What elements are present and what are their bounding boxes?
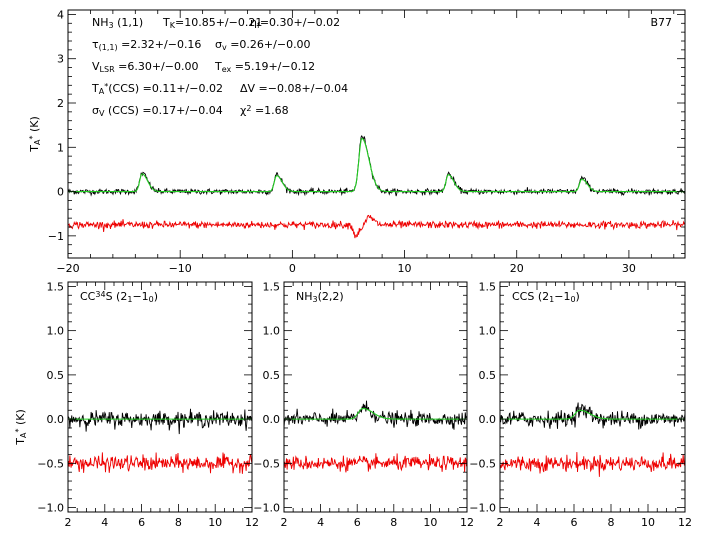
fit-parameter: TA*(CCS) =0.11+/−0.02 xyxy=(91,82,223,96)
fit-parameter: τ(1,1) =2.32+/−0.16 xyxy=(92,38,201,52)
x-tick-label: 10 xyxy=(208,516,222,529)
x-tick-label: 0 xyxy=(289,262,296,275)
y-tick-label: 1.5 xyxy=(263,280,281,293)
fit-parameter: Tex =5.19+/−0.12 xyxy=(214,60,315,74)
panel-label: CC34S (21−10) xyxy=(80,290,158,304)
x-tick-label: 6 xyxy=(571,516,578,529)
x-tick-label: 10 xyxy=(398,262,412,275)
fit-parameter: χ2 =1.68 xyxy=(240,104,289,117)
y-axis-title: TA* (K) xyxy=(14,409,28,446)
series-model xyxy=(500,409,685,420)
fit-parameter: ΔV =−0.08+/−0.04 xyxy=(240,82,348,95)
plot-frame xyxy=(283,281,468,513)
plot-frame xyxy=(499,281,686,513)
y-tick-label: 1.5 xyxy=(479,280,497,293)
x-tick-label: 2 xyxy=(281,516,288,529)
x-tick-label: 8 xyxy=(608,516,615,529)
plot-frame xyxy=(67,9,686,259)
x-tick-label: 8 xyxy=(390,516,397,529)
x-tick-label: 6 xyxy=(354,516,361,529)
fit-parameter: ηf=0.30+/−0.02 xyxy=(250,16,340,30)
fit-parameter: σv =0.26+/−0.00 xyxy=(215,38,311,52)
x-tick-label: 8 xyxy=(175,516,182,529)
panel-label: CCS (21−10) xyxy=(512,290,580,304)
y-tick-label: 1 xyxy=(57,141,64,154)
panel-cc34s: 2 4 6 8 10 12 −1.0 −0.5 0.0 0.5 1.0 1.5 TA* (K) CC34S… xyxy=(14,280,259,529)
series-data xyxy=(284,400,467,430)
fit-parameter: TK=10.85+/−0.21 xyxy=(162,16,262,30)
x-tick-label: 4 xyxy=(101,516,108,529)
y-tick-label: −0.5 xyxy=(37,457,64,470)
series-residual xyxy=(500,452,685,477)
x-tick-label: 6 xyxy=(138,516,145,529)
y-tick-label: 1.0 xyxy=(47,325,65,338)
y-tick-label: 1.5 xyxy=(47,280,65,293)
x-tick-label: 10 xyxy=(423,516,437,529)
y-tick-label: −1.0 xyxy=(37,502,64,515)
y-tick-label: 3 xyxy=(57,53,64,66)
fit-parameter: NH3 (1,1) xyxy=(92,16,143,30)
x-tick-label: −10 xyxy=(169,262,192,275)
y-tick-label: 2 xyxy=(57,97,64,110)
series-data xyxy=(68,408,252,435)
x-tick-label: 4 xyxy=(534,516,541,529)
y-tick-label: 0.0 xyxy=(47,413,65,426)
x-tick-label: 2 xyxy=(497,516,504,529)
y-tick-label: 0.5 xyxy=(47,369,65,382)
panel-nh3-22: 2 4 6 8 10 12 −1.0 −0.5 0.0 0.5 1.0 1.5 NH3(2,2) xyxy=(253,280,474,529)
series-residual xyxy=(68,452,252,474)
source-label: B77 xyxy=(650,16,672,29)
series-residual xyxy=(284,453,467,473)
y-tick-label: 1.0 xyxy=(479,325,497,338)
y-tick-label: 0.0 xyxy=(479,413,497,426)
x-tick-label: 4 xyxy=(317,516,324,529)
y-tick-label: −1 xyxy=(48,230,64,243)
x-tick-label: 10 xyxy=(641,516,655,529)
y-tick-label: −0.5 xyxy=(253,457,280,470)
y-tick-label: 0.5 xyxy=(479,369,497,382)
x-tick-label: 12 xyxy=(245,516,259,529)
y-tick-label: 1.0 xyxy=(263,325,281,338)
y-tick-label: 4 xyxy=(57,8,64,21)
x-tick-label: 12 xyxy=(460,516,474,529)
y-tick-label: −1.0 xyxy=(253,502,280,515)
y-tick-label: −1.0 xyxy=(469,502,496,515)
plot-frame xyxy=(67,281,253,513)
y-axis-title: TA* (K) xyxy=(28,116,42,153)
x-tick-label: −20 xyxy=(56,262,79,275)
fit-parameter: σV (CCS) =0.17+/−0.04 xyxy=(92,104,223,118)
series-model xyxy=(284,407,467,420)
x-tick-label: 12 xyxy=(678,516,692,529)
y-tick-label: 0 xyxy=(57,186,64,199)
series-data xyxy=(500,402,685,430)
fit-parameter: VLSR =6.30+/−0.00 xyxy=(92,60,198,74)
x-tick-label: 30 xyxy=(622,262,636,275)
y-tick-label: 0.0 xyxy=(263,413,281,426)
panel-ccs: 2 4 6 8 10 12 −1.0 −0.5 0.0 0.5 1.0 1.5 CCS (21−10) xyxy=(469,280,692,529)
series-residual xyxy=(68,214,685,239)
x-tick-label: 20 xyxy=(510,262,524,275)
y-tick-label: −0.5 xyxy=(469,457,496,470)
series-data xyxy=(68,134,685,197)
panel-label: NH3(2,2) xyxy=(296,290,344,304)
x-tick-label: 2 xyxy=(65,516,72,529)
y-tick-label: 0.5 xyxy=(263,369,281,382)
series-model xyxy=(68,137,685,193)
